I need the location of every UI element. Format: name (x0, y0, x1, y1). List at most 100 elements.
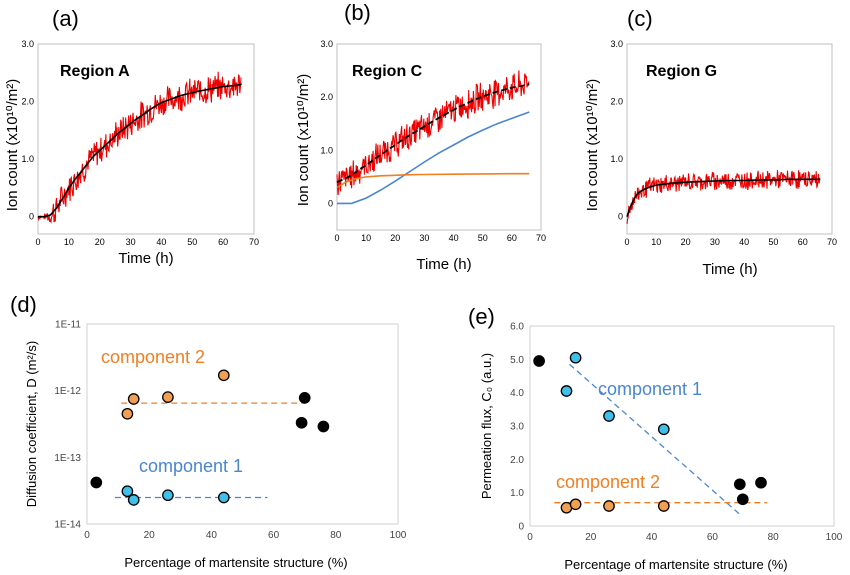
point-d-single-component-2 (298, 392, 311, 404)
axis-layer-b: 0 10 20 30 40 50 60 70 0 1.0 2.0 3.0 (320, 39, 546, 243)
x-tick-label-c: 50 (768, 237, 778, 247)
panel-e: (e) 0 20 40 60 80 100 0 1.0 2.0 3.0 4.0 5.0 6.0 comp… (468, 304, 843, 572)
point-e-component-2-1 (569, 498, 582, 511)
y-axis-title-unit-c: (x10¹⁰/m²) (584, 79, 601, 146)
y-tick-label-e: 6.0 (510, 322, 524, 333)
x-tick-label-a: 70 (249, 237, 259, 247)
y-axis-title-unit-a: (x10¹⁰/m²) (4, 79, 21, 146)
point-d-component-2-0 (121, 407, 134, 420)
y-axis-title-b: Ion count (x10¹⁰/m²) (295, 74, 312, 207)
x-tick-label-c: 20 (681, 237, 691, 247)
x-tick-label-b: 30 (419, 233, 429, 243)
x-tick-label-a: 50 (187, 237, 197, 247)
region-label-a: Region A (60, 63, 130, 80)
series-b-2-line (337, 111, 530, 205)
panel-b: (b) 0 10 20 30 40 50 60 70 0 1.0 2.0 3.0 Region C T… (295, 0, 546, 273)
x-tick-label-b: 40 (449, 233, 459, 243)
point-e-single-component-0 (533, 355, 545, 367)
y-tick-label-e: 0 (518, 522, 524, 533)
x-tick-label-e: 100 (826, 532, 843, 543)
y-axis-title-main-a: Ion count (4, 149, 21, 212)
x-tick-label-b: 0 (334, 233, 339, 243)
y-axis-title-e: Permeation flux, C₀ (a.u.) (479, 353, 494, 499)
x-axis-title-e: Percentage of martensite structure (%) (564, 557, 787, 572)
y-tick-label-b: 2.0 (320, 92, 333, 102)
point-d-component-1-2 (162, 489, 174, 502)
panel-c: (c) 0 10 20 30 40 50 60 70 0 1.0 2.0 3.0 Region G T… (584, 6, 837, 278)
axis-layer-e: 0 20 40 60 80 100 0 1.0 2.0 3.0 4.0 5.0 6.0 (510, 322, 843, 544)
axis-layer-a: 0 10 20 30 40 50 60 70 0 1.0 2.0 3.0 (21, 39, 259, 247)
y-tick-label-a: 1.0 (21, 154, 34, 164)
x-tick-label-b: 60 (507, 233, 517, 243)
y-tick-label-c: 1.0 (610, 154, 623, 164)
y-tick-label-d: 1E-12 (54, 386, 81, 397)
series-b-3-line (336, 172, 530, 189)
x-tick-label-b: 70 (536, 233, 546, 243)
panel-label-c: (c) (627, 6, 653, 31)
y-tick-label-d: 1E-13 (54, 453, 81, 464)
point-d-component-1-1 (127, 494, 140, 506)
x-tick-label-e: 60 (707, 532, 719, 543)
y-tick-label-d: 1E-14 (54, 520, 81, 531)
panel-label-b: (b) (344, 0, 371, 25)
x-tick-label-d: 40 (206, 530, 218, 541)
x-tick-label-d: 0 (84, 530, 90, 541)
y-tick-label-e: 1.0 (510, 488, 524, 499)
y-axis-title-c: Ion count (x10¹⁰/m²) (584, 79, 601, 212)
y-tick-label-a: 3.0 (21, 39, 34, 49)
y-tick-label-c: 0 (618, 212, 623, 222)
x-tick-label-c: 0 (624, 237, 629, 247)
fit-line-e-0 (569, 363, 741, 515)
x-tick-label-a: 60 (218, 237, 228, 247)
series-a-0-line (37, 71, 242, 224)
plot-area-d (86, 323, 399, 525)
point-d-single-component-3 (317, 420, 330, 433)
x-tick-label-a: 20 (95, 237, 105, 247)
x-axis-title-b: Time (h) (416, 256, 471, 273)
point-e-single-component-3 (755, 476, 767, 489)
point-e-single-component-1 (733, 478, 746, 491)
panel-a: (a) 0 10 20 30 40 50 60 70 0 1.0 2.0 3.0 Region A T… (4, 6, 259, 267)
annotation-component-1-d: component 1 (139, 456, 243, 476)
x-tick-label-d: 20 (144, 530, 156, 541)
x-tick-label-b: 10 (361, 233, 371, 243)
point-d-component-2-2 (162, 391, 174, 403)
x-tick-label-c: 60 (798, 237, 808, 247)
x-tick-label-b: 50 (478, 233, 488, 243)
series-layer-c (626, 170, 821, 224)
y-tick-label-e: 2.0 (510, 455, 524, 466)
y-tick-label-a: 0 (29, 212, 34, 222)
point-d-component-1-0 (121, 485, 134, 498)
x-tick-label-e: 0 (527, 532, 533, 543)
y-axis-title-a: Ion count (x10¹⁰/m²) (4, 79, 21, 212)
region-label-c: Region G (646, 63, 717, 80)
series-layer-b (336, 70, 530, 205)
x-tick-label-b: 20 (390, 233, 400, 243)
y-tick-label-a: 2.0 (21, 97, 34, 107)
x-tick-label-a: 30 (126, 237, 136, 247)
x-tick-label-e: 40 (646, 532, 658, 543)
y-axis-title-main-b: Ion count (295, 144, 312, 207)
y-axis-title-main-c: Ion count (584, 149, 601, 212)
series-b-1-line (336, 83, 530, 184)
series-a-1-line (38, 83, 242, 218)
point-d-single-component-0 (90, 476, 103, 489)
y-axis-title-unit-b: (x10¹⁰/m²) (295, 74, 312, 141)
point-e-component-2-2 (603, 500, 615, 512)
point-e-single-component-2 (736, 493, 749, 506)
x-tick-label-a: 0 (35, 237, 40, 247)
point-e-component-1-3 (657, 423, 670, 436)
y-tick-label-b: 0 (328, 198, 333, 208)
y-tick-label-b: 1.0 (320, 145, 333, 155)
x-axis-title-a: Time (h) (118, 250, 173, 267)
panel-label-e: (e) (468, 304, 495, 329)
panel-label-d: (d) (10, 292, 37, 317)
y-tick-label-c: 2.0 (610, 97, 623, 107)
y-axis-title-d: Diffusion coefficient, D (m²/s) (24, 341, 39, 507)
x-tick-label-c: 30 (710, 237, 720, 247)
y-tick-label-e: 4.0 (510, 388, 524, 399)
series-layer-e (533, 351, 768, 515)
x-tick-label-d: 60 (268, 530, 280, 541)
panel-label-a: (a) (52, 6, 79, 31)
